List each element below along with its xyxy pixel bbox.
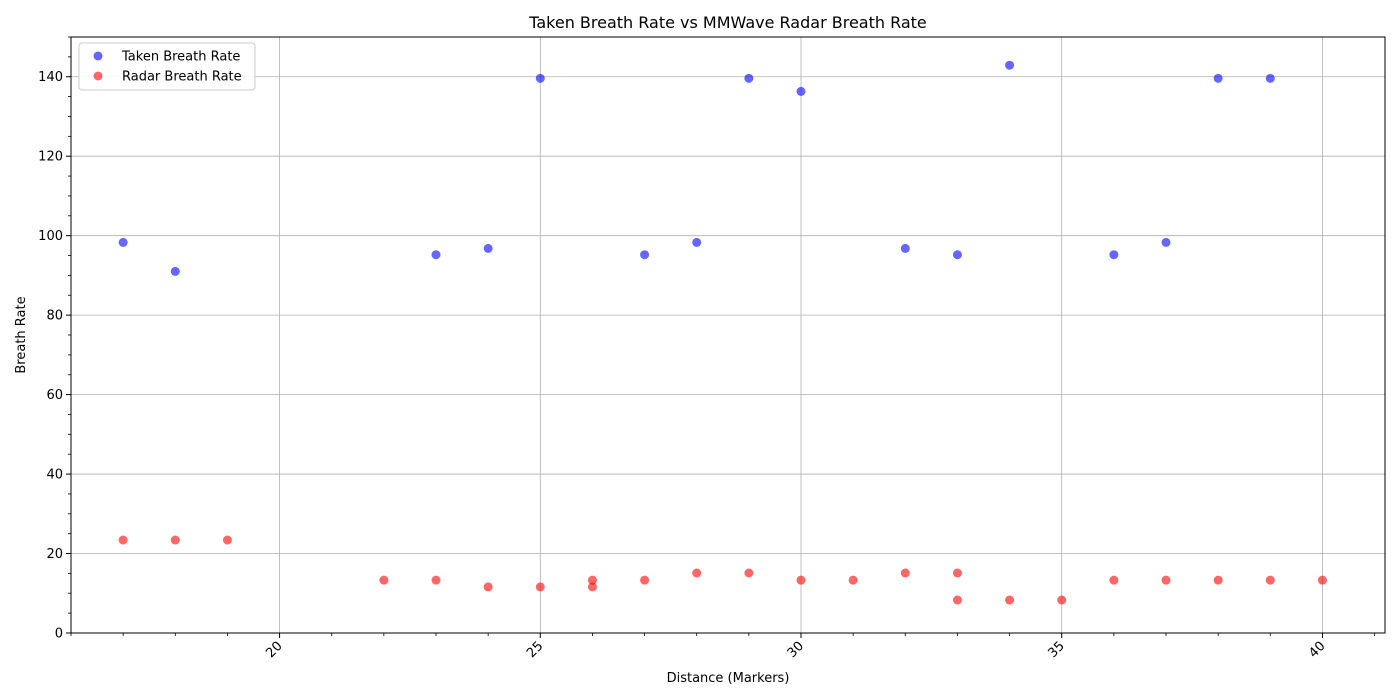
- radar-breath-point: [744, 568, 754, 578]
- grid: [71, 37, 1385, 634]
- y-tick-label: 140: [38, 70, 63, 85]
- minor-ticks: [68, 36, 1375, 636]
- radar-breath-point: [952, 568, 962, 578]
- radar-breath-point: [1057, 595, 1067, 605]
- taken-breath-point: [170, 266, 180, 276]
- radar-breath-point: [1213, 575, 1223, 585]
- radar-breath-point: [379, 575, 389, 585]
- radar-breath-point: [535, 582, 545, 592]
- radar-breath-point: [431, 575, 441, 585]
- y-axis-label: Breath Rate: [14, 296, 29, 373]
- taken-breath-point: [952, 250, 962, 260]
- x-axis-ticks: 20 25 30 35 40: [263, 633, 1329, 661]
- radar-breath-point: [848, 575, 858, 585]
- taken-breath-point: [118, 237, 128, 247]
- x-tick-label: 30: [785, 639, 807, 661]
- taken-breath-point: [535, 73, 545, 83]
- y-tick-label: 100: [38, 229, 63, 244]
- y-axis-ticks: 0 20 40 60 80 100 120 140: [38, 70, 71, 642]
- taken-breath-point: [692, 237, 702, 247]
- taken-breath-point: [431, 250, 441, 260]
- radar-breath-point: [483, 582, 493, 592]
- legend-marker-taken: [93, 51, 103, 61]
- chart-title: Taken Breath Rate vs MMWave Radar Breath…: [528, 13, 927, 32]
- radar-breath-point: [118, 535, 128, 545]
- x-tick-label: 40: [1306, 639, 1328, 661]
- radar-breath-point: [640, 575, 650, 585]
- x-tick-label: 25: [524, 639, 546, 661]
- y-tick-label: 20: [46, 547, 63, 562]
- taken-breath-point: [796, 86, 806, 96]
- radar-breath-point: [1109, 575, 1119, 585]
- taken-breath-point: [1109, 250, 1119, 260]
- radar-breath-point: [1161, 575, 1171, 585]
- taken-breath-point: [900, 243, 910, 253]
- y-tick-label: 0: [55, 627, 63, 642]
- y-tick-label: 120: [38, 150, 63, 165]
- legend-marker-radar: [93, 71, 103, 81]
- y-tick-label: 80: [46, 309, 63, 324]
- data-points: [118, 60, 1327, 605]
- taken-breath-point: [1005, 60, 1015, 70]
- x-tick-label: 35: [1046, 639, 1068, 661]
- taken-breath-point: [1265, 73, 1275, 83]
- taken-breath-point: [483, 243, 493, 253]
- taken-breath-point: [640, 250, 650, 260]
- y-tick-label: 60: [46, 388, 63, 403]
- radar-breath-point: [900, 568, 910, 578]
- radar-breath-point: [222, 535, 232, 545]
- legend-label-taken: Taken Breath Rate: [121, 50, 240, 65]
- legend: Taken Breath Rate Radar Breath Rate: [78, 42, 256, 91]
- plot-area-frame: [70, 36, 1386, 634]
- x-axis-label: Distance (Markers): [667, 671, 790, 686]
- radar-breath-point: [1005, 595, 1015, 605]
- radar-breath-point: [170, 535, 180, 545]
- radar-breath-point: [587, 582, 597, 592]
- radar-breath-point: [1265, 575, 1275, 585]
- legend-box: [78, 42, 256, 91]
- radar-breath-point: [796, 575, 806, 585]
- radar-breath-point: [587, 575, 597, 585]
- radar-breath-point: [1317, 575, 1327, 585]
- x-tick-label: 20: [263, 639, 285, 661]
- taken-breath-point: [744, 73, 754, 83]
- y-tick-label: 40: [46, 468, 63, 483]
- radar-breath-point: [692, 568, 702, 578]
- radar-breath-point: [952, 595, 962, 605]
- legend-label-radar: Radar Breath Rate: [122, 70, 242, 85]
- taken-breath-point: [1213, 73, 1223, 83]
- taken-breath-point: [1161, 237, 1171, 247]
